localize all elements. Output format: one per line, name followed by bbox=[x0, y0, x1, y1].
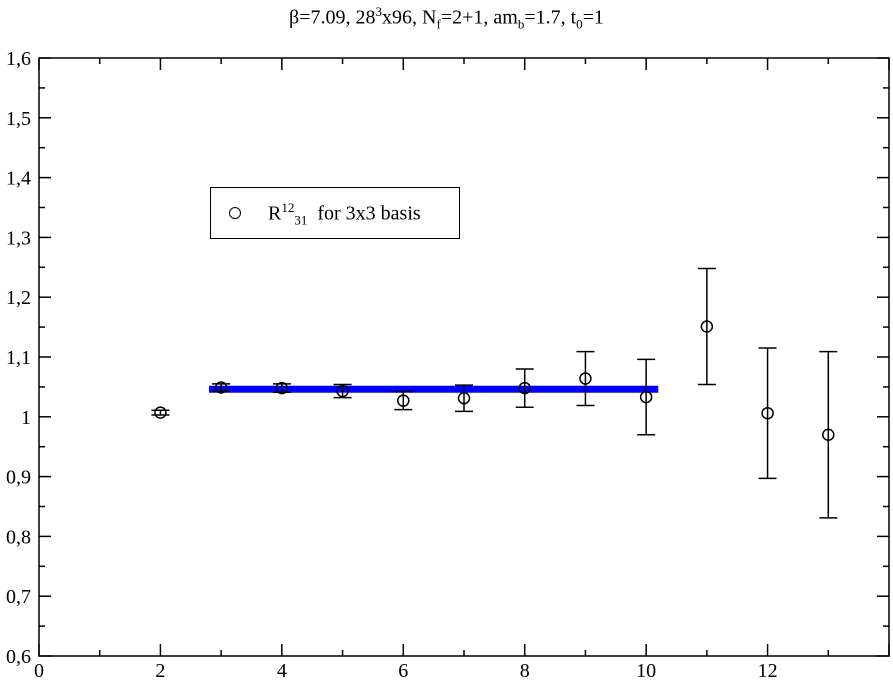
y-axis: 0,6 0,7 0,8 0,9 1 1,1 1,2 1,3 1,4 1,5 1,6 bbox=[6, 48, 889, 668]
y-tick-label: 0,8 bbox=[6, 526, 31, 548]
x-tick-label: 2 bbox=[155, 660, 165, 682]
data-point bbox=[275, 381, 289, 395]
y-tick-label: 1,3 bbox=[6, 227, 31, 249]
y-tick-label: 0,6 bbox=[6, 646, 31, 668]
legend-label: R1231 for 3x3 basis bbox=[268, 200, 421, 228]
y-tick-label: 1,4 bbox=[6, 168, 31, 190]
y-tick-label: 1,1 bbox=[6, 347, 31, 369]
x-tick-label: 4 bbox=[277, 660, 287, 682]
x-tick-label: 8 bbox=[520, 660, 530, 682]
y-tick-label: 1,2 bbox=[6, 287, 31, 309]
data-point bbox=[639, 390, 653, 404]
points-layer bbox=[151, 267, 838, 519]
x-tick-label: 0 bbox=[34, 660, 44, 682]
data-point bbox=[214, 381, 228, 394]
data-point bbox=[154, 406, 167, 419]
x-tick-label: 6 bbox=[398, 660, 408, 682]
data-point bbox=[518, 381, 531, 395]
plot-frame bbox=[38, 57, 890, 657]
x-tick-label: 12 bbox=[758, 660, 778, 682]
legend-circle-icon bbox=[229, 207, 241, 219]
y-tick-label: 0,7 bbox=[6, 586, 31, 608]
legend: R1231 for 3x3 basis bbox=[210, 187, 460, 239]
x-axis: 0 2 4 6 8 10 12 bbox=[34, 58, 890, 682]
data-point bbox=[700, 320, 714, 333]
data-point bbox=[761, 406, 774, 420]
data-point bbox=[822, 428, 835, 441]
y-tick-label: 1,6 bbox=[6, 48, 31, 70]
y-tick-label: 1,5 bbox=[6, 108, 31, 130]
x-tick-label: 10 bbox=[636, 660, 656, 682]
y-tick-label: 0,9 bbox=[6, 467, 31, 489]
data-point bbox=[579, 372, 592, 385]
chart-title: β=7.09, 283x96, Nf=2+1, amb=1.7, t0=1 bbox=[289, 4, 604, 32]
data-point bbox=[336, 384, 349, 398]
data-point bbox=[457, 392, 471, 405]
y-tick-label: 1 bbox=[21, 407, 31, 429]
data-point bbox=[397, 394, 410, 407]
